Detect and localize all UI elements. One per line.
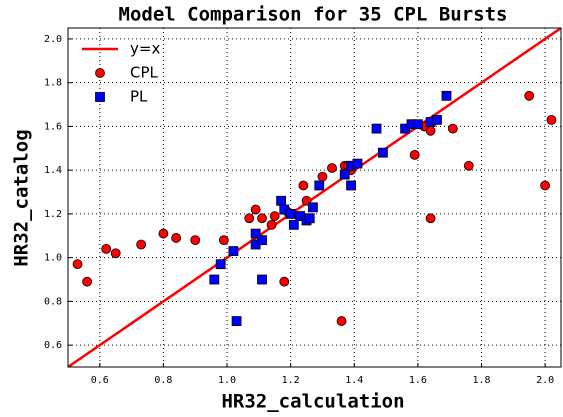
legend-marker [95,92,105,102]
point [269,211,280,221]
point [257,274,267,285]
point [101,243,112,254]
x-tick-label: 1.0 [218,375,236,386]
x-tick-label: 1.6 [409,375,427,386]
point [250,228,261,239]
point [288,219,299,230]
y-tick-label: 1.0 [44,253,62,264]
point [298,180,309,191]
y-tick-label: 0.8 [44,296,62,307]
point [308,202,318,213]
reference-line [68,28,561,367]
x-tick-label: 2.0 [536,375,554,386]
point [425,125,436,136]
point [377,147,388,158]
y-tick-label: 1.2 [44,209,62,220]
plot-frame [67,27,562,368]
point [546,114,557,125]
point [425,213,436,224]
point [215,259,226,270]
legend-label: y=x [130,40,160,58]
point [158,228,169,239]
y-tick-label: 1.8 [44,78,62,89]
x-tick-label: 0.8 [154,375,172,386]
point [524,90,535,101]
x-tick-label: 0.6 [91,375,109,386]
y-tick-label: 0.6 [44,340,62,351]
point [218,235,229,246]
x-tick-label: 1.8 [472,375,490,386]
point [336,316,347,326]
x-tick-label: 1.2 [282,375,300,386]
point [412,119,423,130]
point [352,158,363,169]
y-tick-label: 1.6 [44,121,62,132]
point [304,213,315,224]
x-tick-label: 1.4 [345,375,363,386]
point [228,246,239,256]
point [136,239,147,250]
point [317,171,328,182]
point [244,213,255,224]
point [250,204,261,215]
x-axis-label: HR32_calculation [221,391,404,413]
legend-label: PL [130,88,148,106]
point [110,248,121,259]
point [285,209,296,219]
point [447,123,458,134]
point [257,235,267,246]
point [463,160,474,171]
point [209,274,220,285]
chart-title: Model Comparison for 35 CPL Bursts [119,4,508,26]
point [82,276,92,287]
point [72,259,83,270]
plot-area [68,28,561,367]
legend-marker [95,68,105,78]
point [371,123,382,134]
y-tick-label: 2.0 [44,34,62,45]
point [409,149,420,160]
point [339,169,350,180]
point [432,114,442,125]
point [314,180,325,191]
y-tick-label: 1.4 [44,165,62,176]
point [441,90,452,101]
point [190,235,201,246]
point [279,276,290,287]
legend-label: CPL [130,64,159,82]
point [231,316,242,326]
point [540,180,550,191]
point [171,233,182,243]
point [257,213,267,224]
point [327,163,337,173]
point [276,195,287,206]
y-axis-label: HR32_catalog [11,129,33,266]
point [346,180,356,191]
point [266,219,277,230]
